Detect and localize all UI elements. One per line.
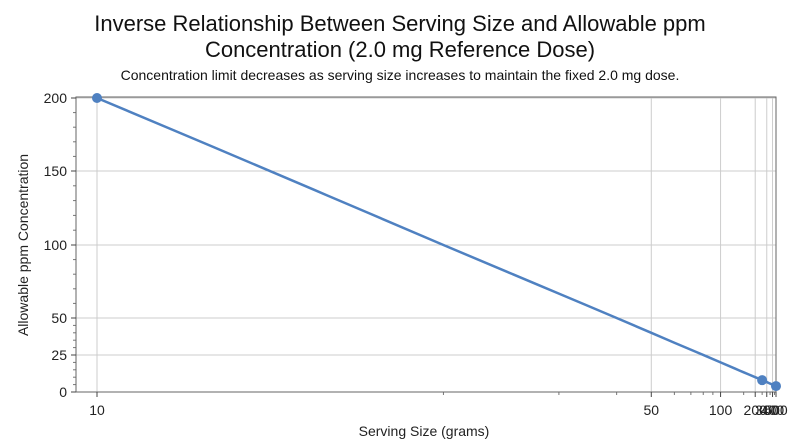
y-tick-label: 50 xyxy=(51,310,67,326)
x-tick-label: 50 xyxy=(643,402,659,418)
data-point-marker xyxy=(771,381,781,392)
x-tick-label: 200 xyxy=(744,402,768,418)
x-tick-label: 300 xyxy=(755,402,779,418)
x-tick-label: 400 xyxy=(761,402,785,418)
data-point-marker xyxy=(92,93,102,103)
minor-ticks xyxy=(73,112,775,395)
chart-title-line-1: Inverse Relationship Between Serving Siz… xyxy=(94,11,706,36)
y-tick-label: 25 xyxy=(51,347,67,363)
chart-title-line-2: Concentration (2.0 mg Reference Dose) xyxy=(204,37,596,62)
y-tick-label: 100 xyxy=(44,237,68,253)
series-line-0 xyxy=(95,96,778,388)
y-tick-label: 200 xyxy=(44,90,68,106)
y-tick-label: 150 xyxy=(44,163,68,179)
markers-layer xyxy=(92,93,781,392)
chart-subtitle: Concentration limit decreases as serving… xyxy=(120,67,680,83)
data-point-marker xyxy=(757,375,768,386)
y-axis-label: Allowable ppm Concentration xyxy=(15,154,31,336)
grid-lines xyxy=(76,97,777,393)
x-tick-label: 100 xyxy=(709,402,733,418)
x-tick-label: 10 xyxy=(89,402,105,418)
y-tick-label: 0 xyxy=(59,384,67,400)
x-tick-label: 500 xyxy=(764,402,788,418)
series-layer xyxy=(95,96,778,388)
x-axis-label: Serving Size (grams) xyxy=(359,423,490,439)
